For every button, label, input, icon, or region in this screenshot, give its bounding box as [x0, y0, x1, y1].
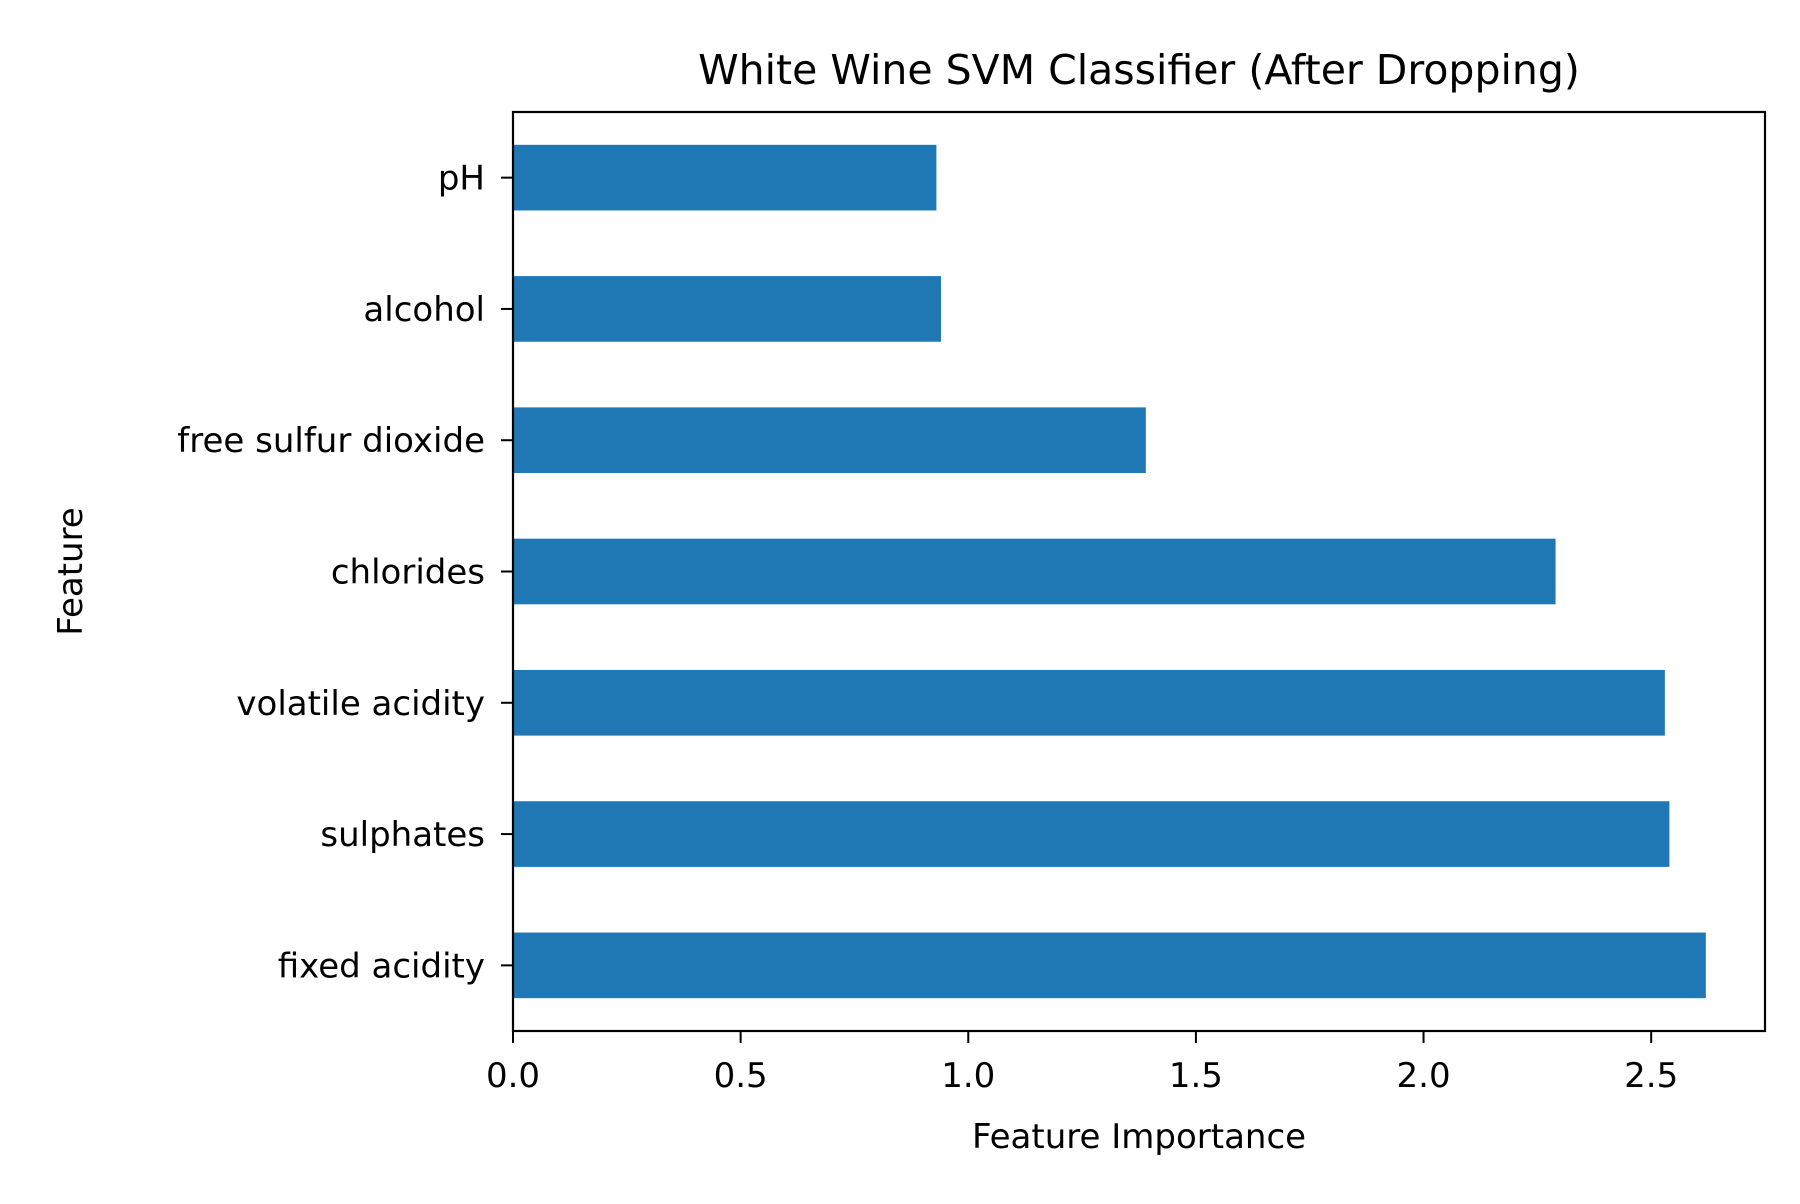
- y-axis-label: Feature: [51, 507, 91, 635]
- y-tick-label-volatile-acidity: volatile acidity: [236, 684, 485, 724]
- bar-fixed-acidity: [513, 932, 1706, 999]
- y-tick-label-ph: pH: [438, 159, 485, 199]
- bars-layer: [513, 144, 1706, 999]
- y-tick-label-fixed-acidity: fixed acidity: [278, 946, 485, 986]
- x-axis-label: Feature Importance: [972, 1117, 1306, 1157]
- bar-volatile-acidity: [513, 669, 1665, 736]
- y-tick-label-chlorides: chlorides: [331, 553, 485, 593]
- chart-title: White Wine SVM Classifier (After Droppin…: [698, 46, 1580, 94]
- y-axis: fixed acidity sulphates volatile acidity ch…: [177, 159, 513, 986]
- x-tick-label-1: 0.5: [714, 1056, 768, 1096]
- x-tick-label-2: 1.0: [941, 1056, 995, 1096]
- plot-frame: [511, 110, 1767, 1033]
- x-tick-label-0: 0.0: [486, 1056, 540, 1096]
- bar-chlorides: [513, 538, 1556, 605]
- y-tick-label-alcohol: alcohol: [363, 290, 485, 330]
- x-tick-label-3: 1.5: [1169, 1056, 1223, 1096]
- x-tick-label-4: 2.0: [1397, 1056, 1451, 1096]
- bar-free-sulfur-dioxide: [513, 407, 1146, 474]
- x-tick-label-5: 2.5: [1624, 1056, 1678, 1096]
- bar-sulphates: [513, 801, 1670, 867]
- x-axis: 0.0 0.5 1.0 1.5 2.0 2.5: [486, 1031, 1678, 1096]
- bar-ph: [513, 144, 937, 211]
- y-tick-label-free-sulfur-dioxide: free sulfur dioxide: [177, 421, 485, 461]
- y-tick-label-sulphates: sulphates: [320, 815, 485, 855]
- bar-alcohol: [513, 276, 941, 342]
